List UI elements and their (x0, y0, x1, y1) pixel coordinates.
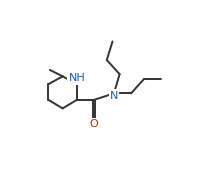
Text: O: O (89, 119, 98, 129)
Text: N: N (109, 91, 118, 101)
Text: NH: NH (68, 73, 85, 83)
